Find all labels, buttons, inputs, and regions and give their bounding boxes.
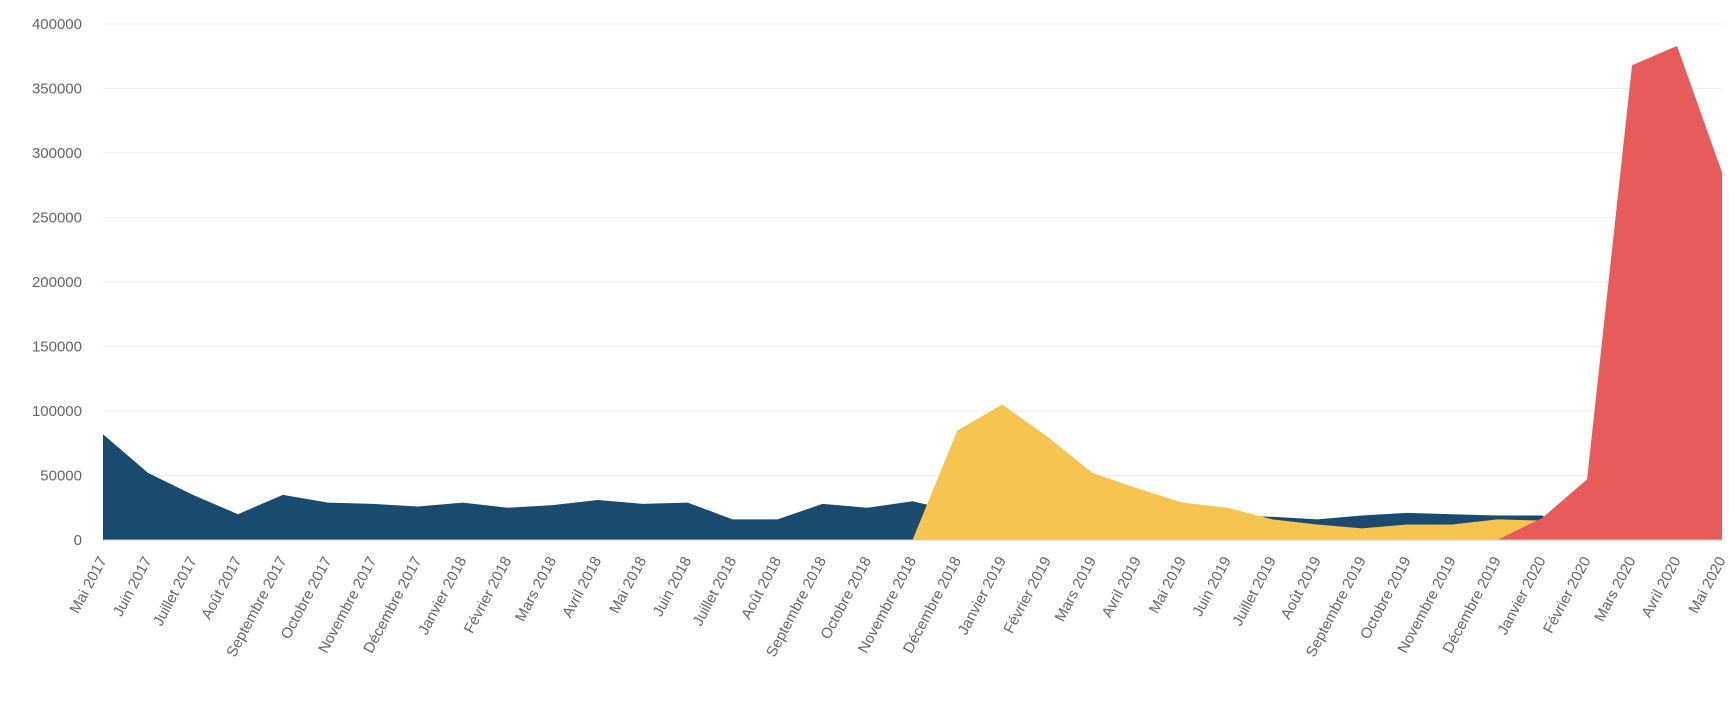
- x-tick-label: Avril 2020: [1638, 554, 1684, 621]
- y-tick-label: 200000: [32, 274, 82, 291]
- x-tick-label: Août 2019: [1278, 554, 1325, 622]
- x-tick-label: Février 2018: [461, 554, 516, 636]
- x-tick-label: Février 2020: [1540, 554, 1595, 636]
- x-tick-label: Août 2018: [738, 554, 785, 622]
- y-tick-label: 350000: [32, 81, 82, 98]
- area-series: [103, 45, 1722, 541]
- x-tick-label: Mars 2020: [1591, 554, 1639, 625]
- x-tick-label: Mai 2017: [67, 554, 111, 616]
- x-tick-label: Mars 2019: [1052, 554, 1100, 625]
- x-tick-label: Avril 2019: [1099, 554, 1145, 621]
- y-tick-label: 100000: [32, 403, 82, 420]
- y-tick-label: 250000: [32, 210, 82, 227]
- y-tick-label: 50000: [40, 468, 82, 485]
- y-tick-label: 400000: [32, 16, 82, 33]
- x-tick-label: Mars 2018: [512, 554, 560, 625]
- y-axis: 0 50000 100000 150000 200000 250000 300000 3500…: [32, 16, 82, 549]
- x-tick-label: Juillet 2018: [690, 554, 741, 629]
- x-tick-label: Juillet 2019: [1229, 554, 1280, 629]
- area-series-3: [103, 45, 1722, 541]
- y-tick-label: 150000: [32, 339, 82, 356]
- y-tick-label: 300000: [32, 145, 82, 162]
- y-gridlines: [103, 23, 1722, 476]
- area-series-1: [103, 434, 1722, 540]
- x-tick-label: Août 2017: [198, 554, 245, 622]
- x-tick-label: Mai 2019: [1146, 554, 1190, 616]
- x-tick-label: Juin 2017: [110, 554, 156, 619]
- x-tick-label: Juin 2018: [650, 554, 696, 619]
- x-tick-label: Juillet 2017: [150, 554, 201, 629]
- y-tick-label: 0: [74, 532, 82, 549]
- x-tick-label: Mai 2018: [606, 554, 650, 616]
- x-tick-label: Février 2019: [1000, 554, 1055, 636]
- x-tick-label: Mai 2020: [1686, 554, 1729, 616]
- x-tick-label: Juin 2019: [1189, 554, 1235, 619]
- x-tick-label: Avril 2018: [559, 554, 605, 621]
